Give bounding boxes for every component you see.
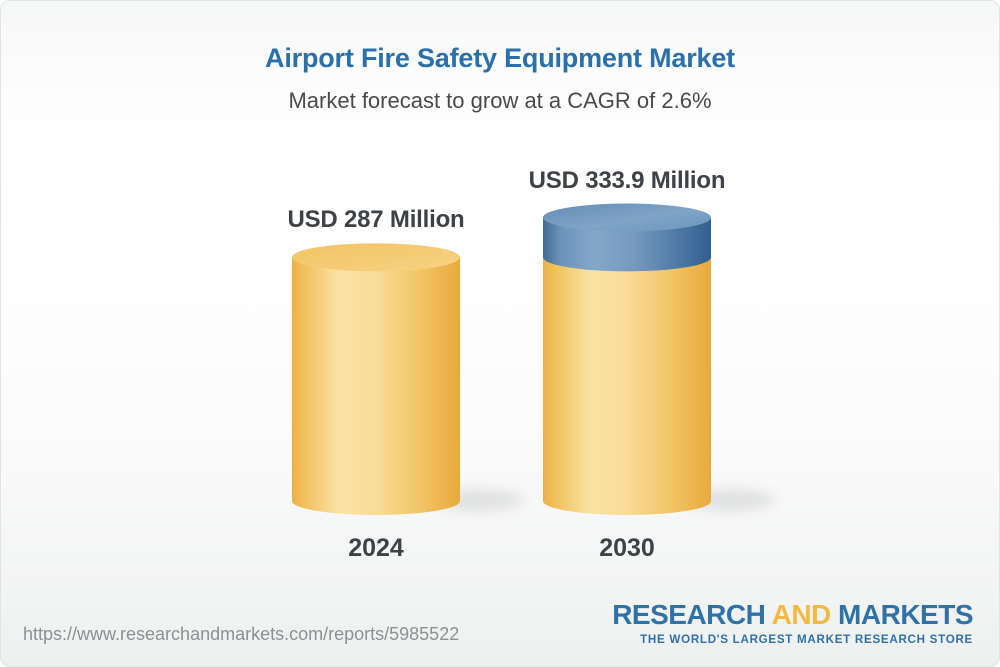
logo-word-markets: MARKETS bbox=[838, 599, 973, 630]
researchandmarkets-logo: RESEARCH AND MARKETS THE WORLD'S LARGEST… bbox=[612, 601, 973, 646]
bar-2030 bbox=[543, 203, 775, 515]
value-label-2024: USD 287 Million bbox=[287, 206, 465, 233]
logo-wordmark: RESEARCH AND MARKETS bbox=[612, 601, 973, 629]
logo-tagline: THE WORLD'S LARGEST MARKET RESEARCH STOR… bbox=[640, 633, 973, 646]
cylinder-2030-base-body bbox=[543, 257, 711, 515]
x-axis-label-2030: 2030 bbox=[599, 534, 655, 562]
value-label-2030: USD 333.9 Million bbox=[528, 167, 726, 194]
cylinder-2030-growth-cap bbox=[543, 203, 711, 232]
chart-subtitle: Market forecast to grow at a CAGR of 2.6… bbox=[288, 88, 712, 113]
report-url: https://www.researchandmarkets.com/repor… bbox=[23, 624, 460, 644]
logo-word-and: AND bbox=[771, 599, 832, 630]
cylinder-2030-growth-band bbox=[543, 217, 711, 272]
logo-word-research: RESEARCH bbox=[612, 599, 766, 630]
cylinder-2024-cap bbox=[292, 243, 460, 272]
chart-title: Airport Fire Safety Equipment Market bbox=[265, 43, 735, 73]
x-axis-label-2024: 2024 bbox=[348, 534, 404, 562]
bar-2024 bbox=[292, 243, 524, 515]
cylinder-2024-body bbox=[292, 257, 460, 515]
